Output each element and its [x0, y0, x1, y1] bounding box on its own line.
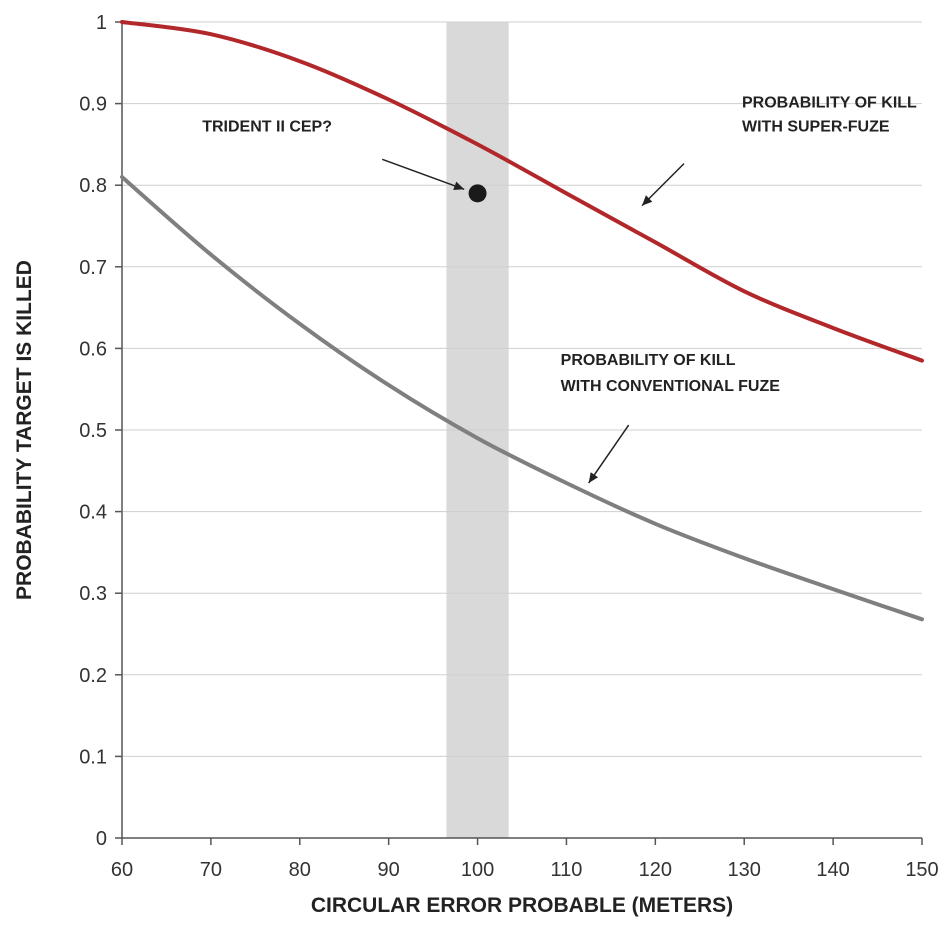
y-tick-label: 0.9: [79, 94, 107, 116]
y-tick-label: 0.4: [79, 502, 107, 524]
annotation-2-arrowhead: [642, 195, 653, 206]
x-tick-label: 140: [816, 859, 849, 881]
x-tick-label: 110: [550, 859, 582, 881]
y-tick-labels: 0 0.1 0.2 0.3 0.4 0.5 0.6 0.7 0.8 0.9 1: [79, 12, 107, 850]
x-tick-label: 70: [200, 859, 222, 881]
annotation-3-arrowhead: [588, 472, 599, 484]
annotation-3-line-2: WITH CONVENTIONAL FUZE: [561, 378, 781, 395]
gridlines: [115, 21, 922, 839]
y-tick-label: 0.5: [79, 420, 107, 442]
points: [468, 184, 487, 203]
y-tick-label: 0.2: [79, 665, 107, 687]
x-tick-label: 90: [378, 859, 400, 881]
annotation-3-arrow: [588, 424, 630, 484]
y-tick-label: 0.1: [79, 746, 107, 768]
annotation-1-arrow: [381, 158, 465, 190]
annotation-3-line-1: PROBABILITY OF KILL: [561, 352, 736, 369]
x-tick-labels: 60 70 80 90 100 110 120 130 140 150: [111, 838, 939, 881]
x-axis-title: CIRCULAR ERROR PROBABLE (METERS): [311, 894, 733, 917]
annotations: TRIDENT II CEP? PROBABILITY OF KILL WITH S…: [202, 95, 917, 484]
x-tick-label: 150: [905, 859, 938, 881]
x-tick-label: 130: [728, 859, 761, 881]
x-tick-label: 120: [639, 859, 672, 881]
x-tick-label: 80: [289, 859, 311, 881]
y-tick-label: 0.8: [79, 175, 107, 197]
y-axis-title: PROBABILITY TARGET IS KILLED: [13, 260, 36, 600]
trident-cep-point: [468, 184, 487, 203]
series-line-1: [120, 20, 924, 363]
annotation-2-line-1: PROBABILITY OF KILL: [742, 95, 917, 112]
series-line-2: [120, 175, 924, 622]
y-tick-label: 0: [96, 828, 107, 850]
y-tick-label: 0.6: [79, 338, 107, 360]
annotation-1-line-1: TRIDENT II CEP?: [202, 118, 332, 135]
y-tick-label: 1: [96, 12, 107, 34]
x-tick-label: 100: [461, 859, 494, 881]
x-tick-label: 60: [111, 859, 133, 881]
y-tick-label: 0.7: [79, 257, 107, 279]
annotation-1-arrowhead: [453, 181, 465, 190]
axes: [121, 22, 922, 839]
series-lines: [120, 20, 924, 622]
annotation-2-line-2: WITH SUPER-FUZE: [742, 119, 890, 136]
y-tick-label: 0.3: [79, 583, 107, 605]
